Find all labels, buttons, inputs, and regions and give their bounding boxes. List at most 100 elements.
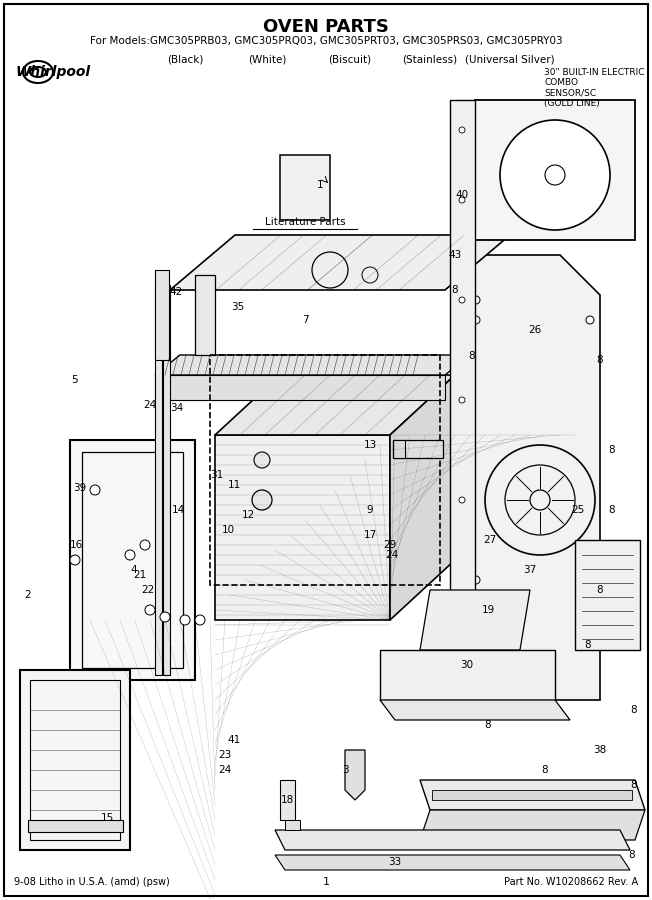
Circle shape (180, 615, 190, 625)
Polygon shape (432, 790, 632, 800)
Polygon shape (70, 440, 195, 680)
Bar (280, 155, 330, 220)
Text: 5: 5 (72, 375, 78, 385)
Text: 15: 15 (100, 813, 113, 823)
Polygon shape (380, 700, 570, 720)
Circle shape (459, 597, 465, 603)
Text: 37: 37 (524, 565, 537, 575)
Text: 1: 1 (317, 180, 323, 190)
Text: 16: 16 (69, 540, 83, 550)
Text: 8: 8 (484, 720, 492, 730)
Circle shape (459, 497, 465, 503)
Circle shape (252, 490, 272, 510)
Text: 8: 8 (452, 285, 458, 295)
Text: 9: 9 (366, 505, 374, 515)
Text: 1: 1 (323, 877, 329, 887)
Text: 3: 3 (342, 765, 348, 775)
Bar (393, 440, 405, 458)
Circle shape (472, 576, 480, 584)
Text: 39: 39 (74, 483, 87, 493)
Text: 14: 14 (171, 505, 185, 515)
Bar (393, 440, 443, 458)
Text: 34: 34 (170, 403, 184, 413)
Text: 29: 29 (383, 540, 396, 550)
Text: 12: 12 (241, 510, 255, 520)
Text: 8: 8 (630, 780, 637, 790)
Text: OVEN PARTS: OVEN PARTS (263, 18, 389, 36)
Text: 8: 8 (597, 585, 603, 595)
Circle shape (160, 612, 170, 622)
Text: 40: 40 (456, 190, 469, 200)
Polygon shape (420, 590, 530, 650)
Text: 8: 8 (629, 850, 635, 860)
Polygon shape (345, 750, 365, 800)
Text: 25: 25 (571, 505, 585, 515)
Text: 22: 22 (141, 585, 155, 595)
Text: For Models:GMC305PRB03, GMC305PRQ03, GMC305PRT03, GMC305PRS03, GMC305PRY03: For Models:GMC305PRB03, GMC305PRQ03, GMC… (90, 36, 562, 46)
Bar (195, 275, 215, 355)
Text: 8: 8 (609, 445, 615, 455)
Text: 30" BUILT-IN ELECTRIC
COMBO
SENSOR/SC
(GOLD LINE): 30" BUILT-IN ELECTRIC COMBO SENSOR/SC (G… (544, 68, 645, 108)
Bar (163, 285, 170, 675)
Circle shape (500, 120, 610, 230)
Text: 8: 8 (469, 351, 475, 361)
Circle shape (195, 615, 205, 625)
Text: 19: 19 (481, 605, 495, 615)
Circle shape (459, 297, 465, 303)
Polygon shape (155, 375, 445, 400)
Circle shape (70, 555, 80, 565)
Text: 30: 30 (460, 660, 473, 670)
Circle shape (254, 452, 270, 468)
Circle shape (586, 316, 594, 324)
Text: 18: 18 (280, 795, 293, 805)
Bar (285, 820, 300, 830)
Circle shape (472, 316, 480, 324)
Text: 8: 8 (597, 355, 603, 365)
Polygon shape (470, 255, 600, 700)
Circle shape (586, 576, 594, 584)
Circle shape (472, 596, 480, 604)
Polygon shape (275, 855, 630, 870)
Text: 21: 21 (134, 570, 147, 580)
Circle shape (145, 605, 155, 615)
Text: 8: 8 (542, 765, 548, 775)
Text: 26: 26 (528, 325, 542, 335)
Circle shape (472, 296, 480, 304)
Polygon shape (20, 670, 130, 850)
Text: Whirlpool: Whirlpool (16, 65, 91, 79)
Text: (Stainless): (Stainless) (402, 54, 458, 64)
Polygon shape (475, 100, 635, 240)
Text: 4: 4 (130, 565, 138, 575)
Bar (155, 285, 162, 675)
Bar (28, 820, 123, 832)
Text: 23: 23 (218, 750, 231, 760)
Polygon shape (420, 780, 645, 810)
Polygon shape (215, 375, 455, 435)
Bar (155, 270, 169, 360)
Text: 7: 7 (302, 315, 308, 325)
Text: 41: 41 (228, 735, 241, 745)
Text: Literature Parts: Literature Parts (265, 217, 346, 227)
Text: (Universal Silver): (Universal Silver) (465, 54, 555, 64)
Text: Part No. W10208662 Rev. A: Part No. W10208662 Rev. A (504, 877, 638, 887)
Polygon shape (170, 235, 510, 290)
Text: 8: 8 (630, 705, 637, 715)
Circle shape (545, 165, 565, 185)
Text: 10: 10 (222, 525, 235, 535)
Text: 24: 24 (143, 400, 156, 410)
Text: 43: 43 (449, 250, 462, 260)
Text: 13: 13 (363, 440, 377, 450)
Circle shape (140, 540, 150, 550)
Circle shape (90, 485, 100, 495)
Text: (White): (White) (248, 54, 286, 64)
Text: 27: 27 (483, 535, 497, 545)
Circle shape (125, 550, 135, 560)
Polygon shape (575, 540, 640, 650)
Text: 11: 11 (228, 480, 241, 490)
Circle shape (459, 127, 465, 133)
Text: 8: 8 (585, 640, 591, 650)
Polygon shape (380, 650, 555, 700)
Bar (210, 355, 440, 585)
Text: (Black): (Black) (167, 54, 203, 64)
Text: 24: 24 (385, 550, 398, 560)
